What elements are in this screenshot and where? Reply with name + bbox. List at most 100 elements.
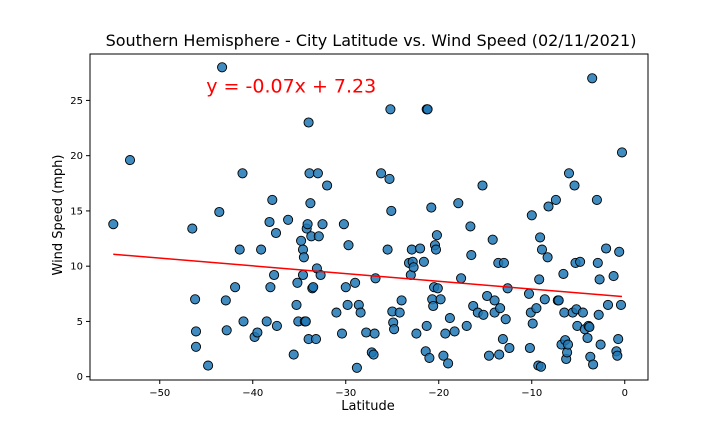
data-point [482, 290, 493, 302]
data-point [594, 274, 605, 285]
x-tick-label: −40 [242, 388, 263, 399]
data-point [563, 168, 575, 179]
data-point [504, 342, 515, 354]
data-point [449, 326, 460, 337]
data-point [394, 307, 405, 318]
plot-area [108, 62, 628, 373]
y-tick-label: 25 [70, 96, 83, 107]
data-point [584, 321, 595, 333]
data-point [453, 198, 464, 209]
data-point [313, 231, 324, 242]
data-point [108, 219, 119, 230]
data-point [500, 314, 511, 325]
data-point [489, 295, 500, 306]
data-point [415, 243, 426, 254]
data-point [270, 227, 282, 239]
data-point [305, 198, 316, 209]
regression-equation: y = -0.07x + 7.23 [206, 75, 376, 97]
data-point [203, 360, 214, 371]
y-tick-label: 10 [70, 262, 83, 273]
data-point [465, 221, 476, 232]
y-axis-label: Wind Speed (mph) [51, 155, 66, 276]
data-point [336, 328, 348, 339]
data-point [487, 234, 498, 245]
data-point [396, 295, 407, 306]
data-point [296, 235, 307, 246]
data-point [483, 350, 495, 361]
x-tick-label: −10 [521, 388, 542, 399]
data-point [291, 299, 302, 310]
data-point [466, 250, 477, 261]
data-point [303, 117, 314, 128]
data-point [376, 168, 387, 179]
data-point [267, 194, 278, 205]
data-point [614, 246, 625, 257]
data-point [582, 332, 593, 344]
data-point [217, 62, 228, 73]
data-point [431, 230, 442, 241]
data-point [190, 326, 202, 337]
data-point [221, 325, 232, 336]
data-point [264, 216, 275, 228]
data-point [300, 316, 311, 327]
y-tick-label: 5 [77, 317, 83, 328]
data-point [592, 257, 603, 268]
data-point [494, 349, 505, 360]
y-axis-ticks: 0 5 10 15 20 25 [70, 96, 90, 383]
data-point [369, 328, 380, 339]
y-tick-label: 15 [70, 206, 83, 217]
data-point [498, 257, 509, 268]
data-point [283, 214, 294, 225]
data-point [495, 303, 506, 314]
data-point [426, 202, 437, 213]
data-point [298, 252, 309, 263]
data-point [406, 244, 417, 255]
data-point [355, 307, 366, 318]
data-point [523, 288, 535, 299]
data-point [288, 349, 299, 360]
data-point [497, 334, 508, 345]
data-point [424, 352, 435, 363]
data-point [342, 299, 353, 310]
data-point [602, 299, 614, 310]
data-point [292, 277, 303, 288]
x-axis-ticks: −50 −40 −30 −20 −10 0 [149, 380, 628, 399]
data-point [308, 282, 319, 293]
data-point [297, 269, 309, 281]
data-point [386, 205, 397, 216]
data-point [456, 273, 467, 284]
data-point [252, 327, 263, 338]
data-point [384, 173, 395, 184]
data-point [524, 342, 535, 354]
data-point [269, 269, 280, 281]
data-point [531, 303, 542, 314]
data-point [553, 295, 564, 306]
data-point [271, 320, 282, 331]
y-tick-label: 20 [70, 151, 83, 162]
data-point [389, 324, 400, 335]
data-point [562, 339, 574, 350]
y-tick-label: 0 [77, 372, 83, 383]
x-tick-label: −50 [149, 388, 170, 399]
data-point [558, 268, 569, 279]
data-point [443, 358, 454, 369]
data-point [477, 180, 488, 191]
data-point [331, 307, 342, 318]
data-point [317, 219, 328, 230]
data-point [591, 194, 602, 205]
data-point [261, 316, 272, 327]
data-point [265, 282, 276, 293]
data-point [214, 206, 225, 218]
data-point [535, 361, 547, 372]
data-point [616, 147, 628, 158]
data-point [422, 104, 433, 115]
data-point [543, 201, 554, 212]
data-point [539, 294, 550, 305]
data-point [230, 282, 241, 293]
data-point [256, 244, 267, 255]
data-point [461, 320, 472, 331]
data-point [550, 194, 561, 205]
data-point [428, 300, 439, 312]
data-point [478, 309, 489, 320]
